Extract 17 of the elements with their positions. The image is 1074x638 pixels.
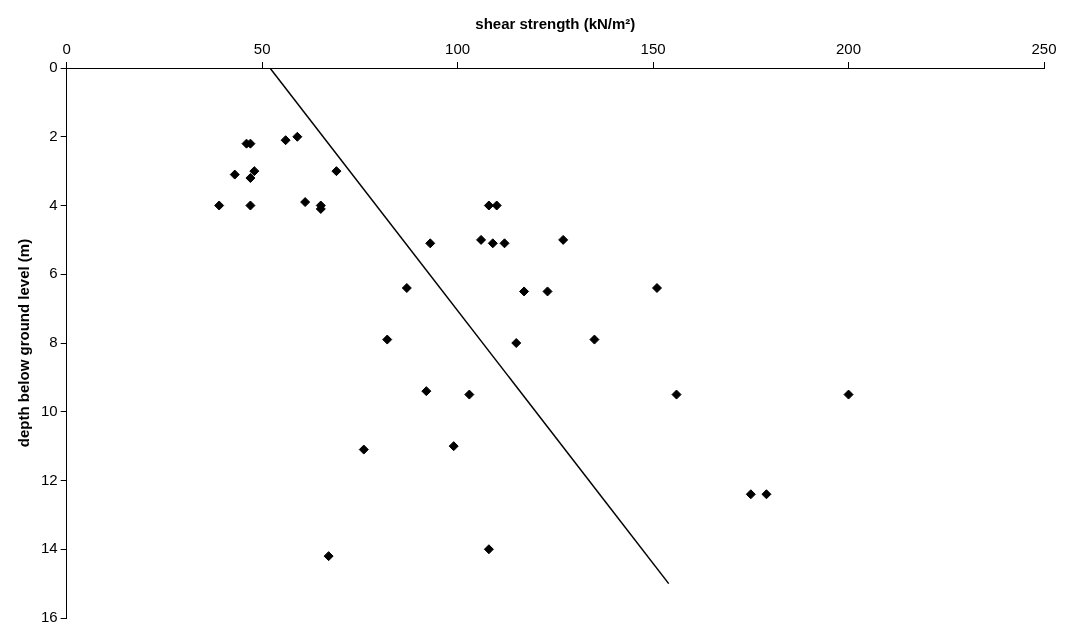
y-tick-label: 12 <box>41 470 58 488</box>
y-tick-label: 4 <box>49 195 58 213</box>
x-tick-label: 100 <box>445 40 471 58</box>
y-tick-label: 2 <box>49 126 58 144</box>
y-axis-title: depth below ground level (m) <box>15 238 33 448</box>
x-tick-label: 200 <box>836 40 862 58</box>
y-tick-label: 16 <box>41 608 58 626</box>
x-tick-label: 0 <box>62 40 71 58</box>
y-tick-label: 8 <box>49 333 58 351</box>
y-tick-label: 0 <box>49 58 58 76</box>
y-tick-label: 6 <box>49 264 58 282</box>
x-tick-label: 250 <box>1031 40 1057 58</box>
x-tick-label: 50 <box>253 40 271 58</box>
x-tick-label: 150 <box>640 40 666 58</box>
y-tick-label: 14 <box>41 539 58 557</box>
x-axis-title: shear strength (kN/m²) <box>475 15 636 33</box>
y-tick-label: 10 <box>41 401 58 419</box>
